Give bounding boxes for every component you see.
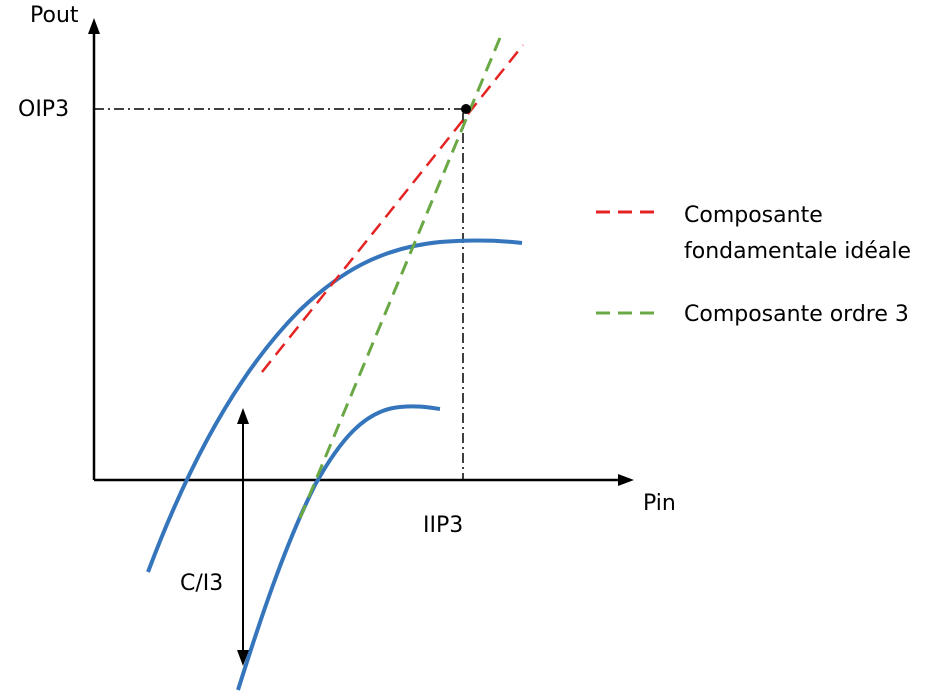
fundamental-output-curve [146,238,523,573]
y-axis-arrow-icon [88,18,100,34]
fundamental-ideal-line [261,44,524,373]
oip3-label: OIP3 [18,97,69,122]
legend-fundamental-label-line1: Composante [684,203,823,228]
ci3-label: C/I3 [180,571,223,596]
legend: Composante fondamentale idéale Composant… [596,203,911,327]
legend-fundamental-label-line2: fondamentale idéale [684,239,911,264]
third-order-output-curve [236,404,441,691]
legend-third-order-label: Composante ordre 3 [684,302,909,327]
ci3-arrow-up-icon [237,408,249,424]
ci3-arrow-down-icon [237,650,249,666]
ip3-intercept-point [461,104,471,114]
y-axis-label: Pout [30,3,79,28]
x-axis-arrow-icon [618,474,634,486]
iip3-label: IIP3 [423,513,463,538]
third-order-ideal-line [298,32,504,519]
x-axis-label: Pin [643,491,676,516]
